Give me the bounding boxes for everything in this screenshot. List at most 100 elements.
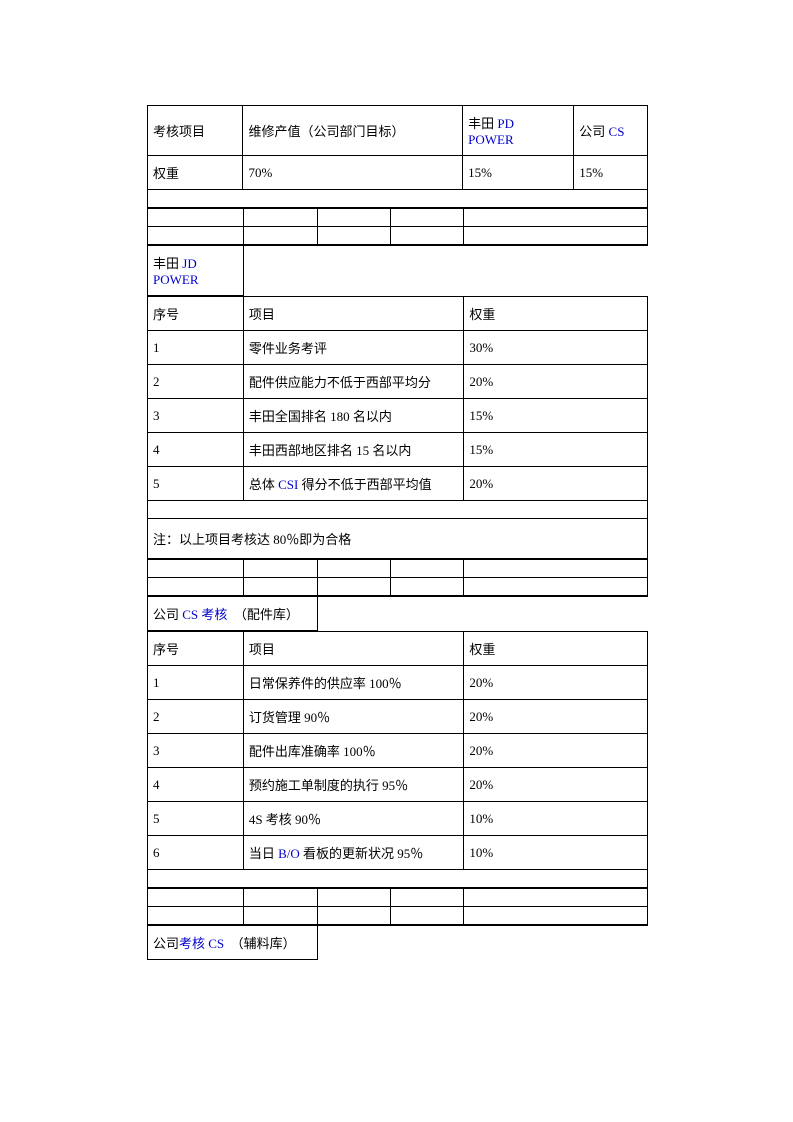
section-3-header-table: 公司考核 CS （辅料库） [147, 925, 648, 960]
table-row: 权重 70% 15% 15% [148, 156, 648, 190]
item-cell: 丰田西部地区排名 15 名以内 [243, 433, 464, 467]
empty-cell [391, 578, 464, 596]
label: 名以内 [350, 409, 392, 424]
spacer-cell [563, 106, 574, 156]
empty-row [148, 578, 648, 596]
table-row: 3 配件出库准确率 100％ 20% [148, 734, 648, 768]
table-row: 考核项目 维修产值（公司部门目标） 丰田 PD POWER 公司 CS [148, 106, 648, 156]
weight-cell: 20% [464, 768, 648, 802]
table-row: 2 配件供应能力不低于西部平均分 20% [148, 365, 648, 399]
item-cell: 当日 B/O 看板的更新状况 95％ [243, 836, 464, 870]
empty-cell [317, 209, 391, 227]
empty-cell [317, 889, 391, 907]
empty-cell [317, 560, 391, 578]
table-row: 公司 CS 考核 （配件库） [148, 597, 649, 631]
item-cell: 总体 CSI 得分不低于西部平均值 [243, 467, 464, 501]
label: CSI [278, 477, 298, 492]
empty-row [148, 190, 648, 208]
empty-cell [148, 501, 648, 519]
label: B/O [278, 846, 300, 861]
empty-row [148, 501, 648, 519]
label: （配件库） [227, 607, 299, 622]
weight-cell: 15% [464, 433, 648, 467]
table-row: 5 4S 考核 90％ 10% [148, 802, 648, 836]
table-header-row: 序号 项目 权重 [148, 297, 648, 331]
empty-cell [391, 227, 464, 245]
weight-cell: 20% [464, 666, 648, 700]
empty-cell [464, 578, 648, 596]
header-pdpower: 丰田 PD POWER [463, 106, 564, 156]
empty-cell [148, 907, 244, 925]
table-row: 1 日常保养件的供应率 100％ 20% [148, 666, 648, 700]
weight-cell: 10% [464, 802, 648, 836]
header-item: 项目 [243, 297, 464, 331]
table-row: 3 丰田全国排名 180 名以内 15% [148, 399, 648, 433]
table-row: 6 当日 B/O 看板的更新状况 95％ 10% [148, 836, 648, 870]
seq-cell: 2 [148, 700, 244, 734]
jd-power-cell: 丰田 JD POWER [148, 246, 244, 296]
seq-cell: 1 [148, 331, 244, 365]
empty-cell [148, 190, 648, 208]
empty-cell [391, 560, 464, 578]
label: ％ [308, 812, 321, 827]
empty-cell [317, 907, 391, 925]
jd-power-items-table: 序号 项目 权重 1 零件业务考评 30% 2 配件供应能力不低于西部平均分 2… [147, 296, 648, 559]
header-seq: 序号 [148, 632, 244, 666]
weight-value: 70% [243, 156, 463, 190]
empty-cell [148, 870, 648, 888]
empty-row [148, 209, 648, 227]
header-item: 项目 [243, 632, 464, 666]
seq-cell: 6 [148, 836, 244, 870]
item-cell: 日常保养件的供应率 100％ [243, 666, 464, 700]
empty-cell [391, 209, 464, 227]
narrow-grid-table [147, 208, 648, 245]
empty-cell [148, 209, 244, 227]
empty-cell [317, 926, 648, 960]
label: 公司 [153, 936, 179, 951]
cs-parts-table: 序号 项目 权重 1 日常保养件的供应率 100％ 20% 2 订货管理 90％… [147, 631, 648, 888]
note-cell: 注：以上项目考核达 80％即为合格 [148, 519, 648, 559]
empty-cell [317, 597, 648, 631]
label: 4S 考核 [249, 812, 295, 827]
item-cell: 预约施工单制度的执行 95％ [243, 768, 464, 802]
empty-cell [148, 889, 244, 907]
header-seq: 序号 [148, 297, 244, 331]
weight-cell: 20% [464, 467, 648, 501]
narrow-grid-table-2 [147, 559, 648, 596]
empty-row [148, 227, 648, 245]
weight-cell: 20% [464, 365, 648, 399]
document: 考核项目 维修产值（公司部门目标） 丰田 PD POWER 公司 CS 权重 7… [147, 105, 648, 960]
item-cell: 丰田全国排名 180 名以内 [243, 399, 464, 433]
jd-power-table: 丰田 JD POWER [147, 245, 648, 296]
item-cell: 配件供应能力不低于西部平均分 [243, 365, 464, 399]
label: 15 [356, 443, 369, 458]
empty-cell [148, 578, 244, 596]
label: 看板的更新状况 95％ [300, 846, 424, 861]
label: 丰田 [468, 116, 497, 131]
item-cell: 4S 考核 90％ [243, 802, 464, 836]
seq-cell: 3 [148, 399, 244, 433]
label: 总体 [249, 477, 278, 492]
empty-cell [243, 889, 317, 907]
header-target: 维修产值（公司部门目标） [243, 106, 463, 156]
seq-cell: 1 [148, 666, 244, 700]
empty-cell [243, 578, 317, 596]
empty-row [148, 870, 648, 888]
empty-cell [148, 560, 244, 578]
seq-cell: 2 [148, 365, 244, 399]
table-row: 丰田 JD POWER [148, 246, 649, 296]
seq-cell: 4 [148, 433, 244, 467]
seq-cell: 3 [148, 734, 244, 768]
empty-cell [464, 560, 648, 578]
empty-cell [464, 209, 648, 227]
spacer-cell [563, 156, 574, 190]
table-row: 4 丰田西部地区排名 15 名以内 15% [148, 433, 648, 467]
empty-cell [243, 246, 648, 296]
weight-cell: 20% [464, 734, 648, 768]
empty-row [148, 560, 648, 578]
empty-cell [243, 209, 317, 227]
weight-cell: 20% [464, 700, 648, 734]
empty-cell [464, 227, 648, 245]
empty-row [148, 889, 648, 907]
empty-cell [464, 889, 648, 907]
